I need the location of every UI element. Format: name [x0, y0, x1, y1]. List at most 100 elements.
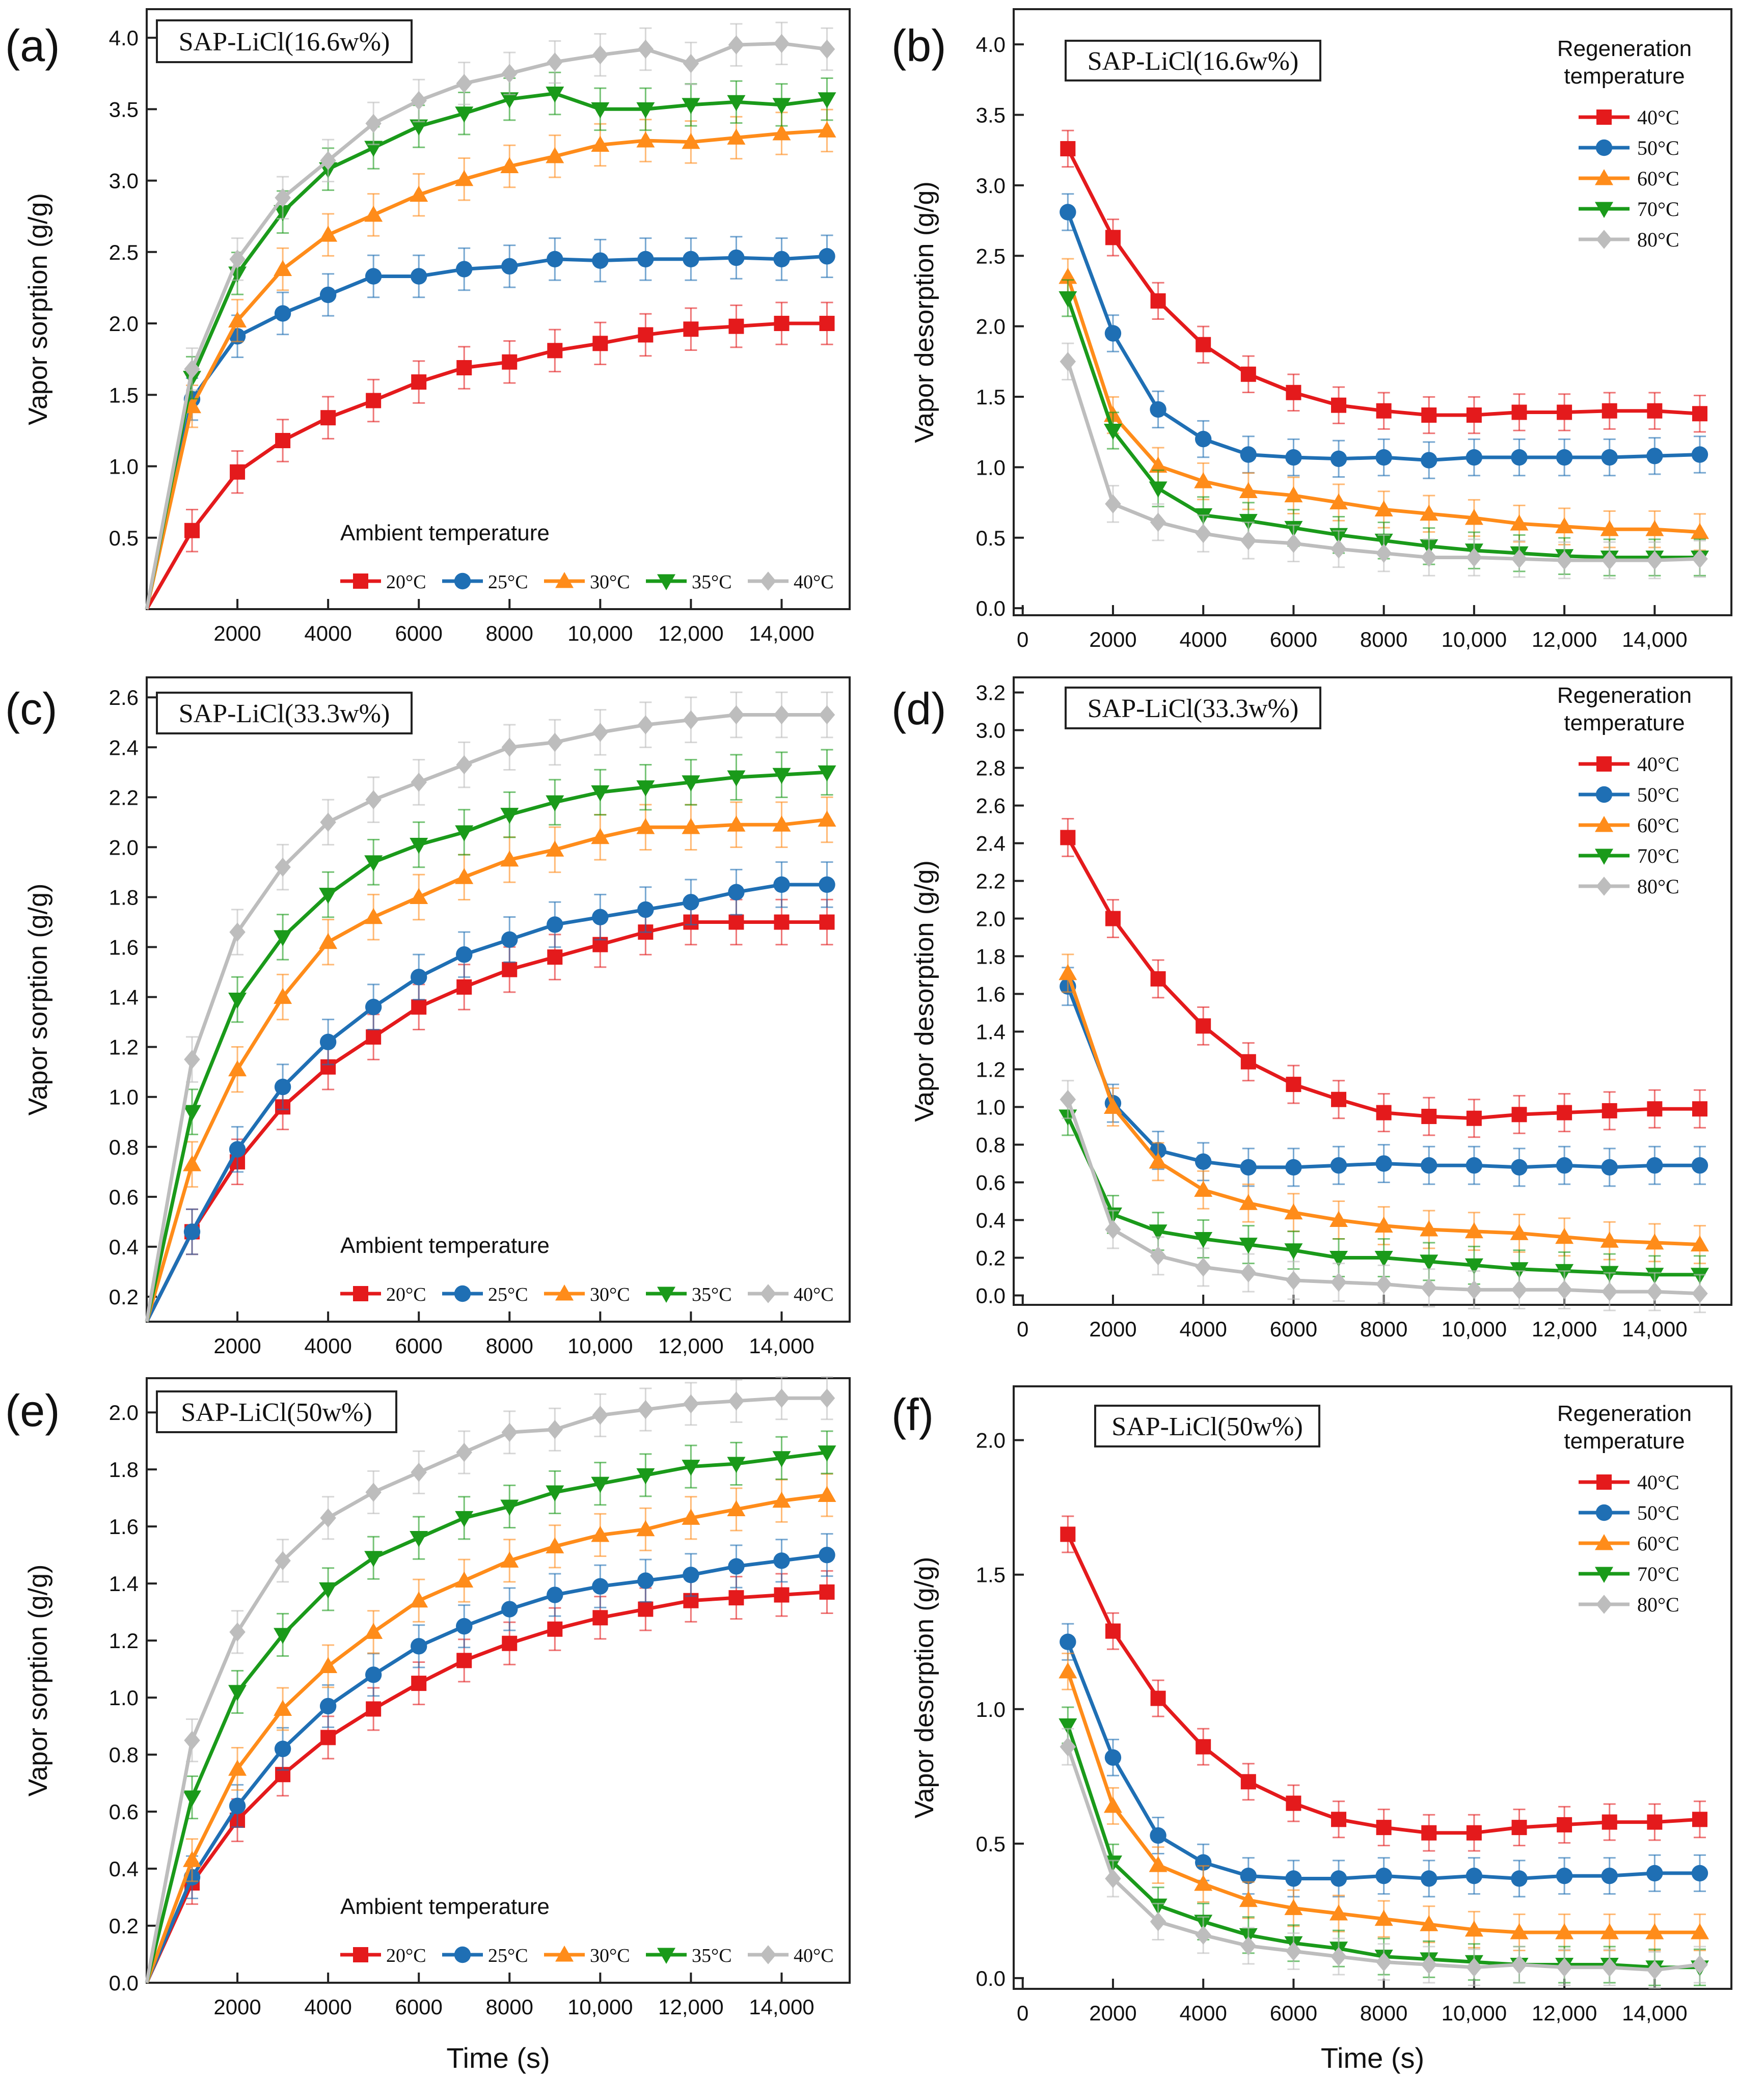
- data-point: [1376, 1105, 1392, 1120]
- data-point: [1286, 1077, 1301, 1092]
- legend-item: 35°C: [646, 571, 732, 593]
- data-point: [819, 1388, 835, 1408]
- panel-title: SAP-LiCl(16.6w%): [179, 28, 390, 57]
- legend-label: 35°C: [692, 1284, 732, 1305]
- series-50C: [1060, 1623, 1708, 1898]
- data-point: [682, 1460, 700, 1476]
- data-point: [727, 1457, 746, 1473]
- y-tick-label: 0.6: [109, 1185, 139, 1209]
- series-35C: [145, 1430, 836, 1983]
- legend-marker: [555, 572, 574, 588]
- panel-title: SAP-LiCl(33.3w%): [1088, 694, 1299, 723]
- data-point: [1240, 1936, 1257, 1956]
- data-point: [366, 1029, 382, 1045]
- data-point: [683, 1567, 699, 1583]
- y-tick-label: 2.0: [109, 835, 139, 859]
- data-point: [547, 52, 563, 72]
- data-point: [1421, 548, 1437, 567]
- legend-label: 35°C: [692, 1945, 732, 1966]
- legend-item: 30°C: [544, 571, 630, 593]
- data-point: [1466, 1825, 1482, 1841]
- data-point: [411, 91, 427, 111]
- legend-marker: [657, 1948, 675, 1964]
- legend-marker: [555, 1946, 574, 1962]
- series-40C: [1060, 1515, 1707, 1852]
- x-tick-label: 10,000: [1442, 1317, 1507, 1341]
- data-point: [1240, 446, 1257, 463]
- data-point: [546, 147, 564, 163]
- data-point: [1601, 1282, 1618, 1301]
- data-point: [636, 102, 655, 119]
- data-point: [1331, 1272, 1347, 1292]
- data-point: [229, 1141, 246, 1158]
- data-point: [1557, 1105, 1572, 1120]
- data-point: [728, 914, 744, 930]
- data-point: [773, 1552, 790, 1569]
- data-point: [229, 1622, 246, 1642]
- data-point: [1647, 403, 1663, 419]
- data-point: [1103, 1098, 1122, 1114]
- data-point: [319, 888, 338, 904]
- y-tick-label: 3.5: [976, 103, 1006, 127]
- data-point: [592, 723, 609, 742]
- data-point: [1511, 1820, 1527, 1836]
- series-line: [145, 1590, 827, 1984]
- data-point: [1376, 1820, 1392, 1836]
- data-point: [502, 962, 518, 977]
- data-point: [547, 343, 563, 359]
- legend-label: 30°C: [590, 571, 630, 593]
- y-tick-label: 0.2: [109, 1285, 139, 1309]
- data-point: [818, 1445, 836, 1462]
- data-point: [1194, 1875, 1213, 1891]
- data-point: [1511, 449, 1528, 466]
- data-point: [410, 119, 428, 135]
- data-point: [1374, 1909, 1393, 1926]
- panel-title-box: [156, 692, 413, 734]
- legend-marker: [657, 574, 675, 590]
- data-point: [1105, 1623, 1121, 1639]
- data-point: [1060, 1089, 1076, 1109]
- data-point: [1285, 1941, 1302, 1961]
- data-point: [319, 1033, 337, 1051]
- data-point: [636, 1520, 655, 1537]
- data-point: [1240, 366, 1256, 382]
- data-point: [1286, 385, 1301, 400]
- x-tick-label: 6000: [1270, 1317, 1317, 1341]
- data-point: [183, 1105, 202, 1121]
- data-point: [1466, 1958, 1482, 1977]
- x-tick-label: 8000: [1360, 2001, 1407, 2025]
- data-point: [1511, 1955, 1528, 1975]
- data-point: [1105, 494, 1121, 514]
- y-tick-label: 0.4: [976, 1209, 1006, 1233]
- x-axis-label: Time (s): [446, 2042, 550, 2074]
- x-tick-label: 2000: [1089, 1317, 1136, 1341]
- data-point: [184, 1731, 200, 1750]
- legend-label: 40°C: [794, 1284, 834, 1305]
- data-point: [364, 205, 383, 222]
- data-point: [1150, 293, 1166, 309]
- y-tick-label: 1.8: [976, 945, 1006, 969]
- y-tick-label: 0.6: [109, 1800, 139, 1824]
- data-point: [1511, 1159, 1528, 1176]
- legend-marker: [1595, 1567, 1613, 1583]
- data-point: [183, 1223, 201, 1240]
- data-point: [365, 999, 382, 1016]
- data-point: [728, 1558, 745, 1575]
- legend-marker: [1596, 110, 1612, 125]
- y-tick-label: 1.5: [109, 383, 139, 407]
- y-axis-label: Vapor desorption (g/g): [910, 860, 939, 1122]
- series-60C: [1059, 1652, 1709, 1952]
- data-point: [1375, 543, 1392, 563]
- x-tick-label: 12,000: [1532, 1317, 1597, 1341]
- legend-label: 60°C: [1637, 814, 1679, 837]
- y-tick-label: 1.2: [109, 1035, 139, 1059]
- legend-label: 30°C: [590, 1945, 630, 1966]
- data-point: [1329, 493, 1348, 510]
- y-tick-label: 3.2: [976, 681, 1006, 705]
- legend-item: 25°C: [442, 1284, 528, 1305]
- data-point: [592, 252, 609, 269]
- legend-marker: [1596, 877, 1612, 896]
- data-point: [411, 1463, 427, 1482]
- data-point: [728, 249, 745, 266]
- y-tick-label: 1.4: [109, 1572, 139, 1596]
